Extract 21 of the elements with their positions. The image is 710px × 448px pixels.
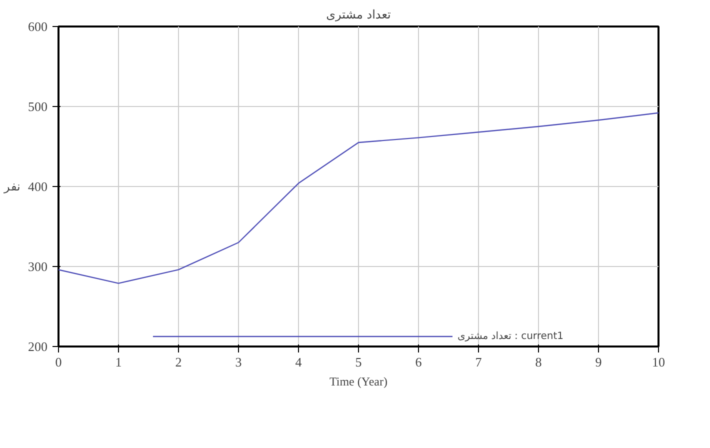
y-tick-label: 500: [28, 99, 48, 114]
text: تعداد مشتری : current1: [457, 330, 564, 342]
x-tick-label: 6: [415, 354, 422, 370]
line-series: [58, 112, 658, 284]
x-tick-label: 5: [355, 354, 362, 370]
x-tick-label: 0: [55, 354, 62, 370]
y-tick-label: 600: [28, 19, 48, 34]
x-tick-label: 9: [595, 354, 602, 370]
x-tick-label: 8: [535, 354, 542, 370]
chart-title: تعداد مشتری: [326, 8, 391, 22]
y-axis-title: نفر: [3, 180, 20, 194]
x-tick-label: 1: [115, 354, 122, 370]
x-tick-label: 7: [475, 354, 482, 370]
x-axis-title: Time (Year): [329, 374, 388, 388]
y-tick-label: 200: [28, 339, 48, 354]
y-tick-label: 300: [28, 259, 48, 274]
x-tick-label: 10: [652, 354, 665, 370]
x-tick-label: 2: [175, 354, 182, 370]
x-tick-label: 4: [295, 354, 302, 370]
y-tick-label: 400: [28, 179, 48, 194]
x-tick-label: 3: [235, 354, 242, 370]
